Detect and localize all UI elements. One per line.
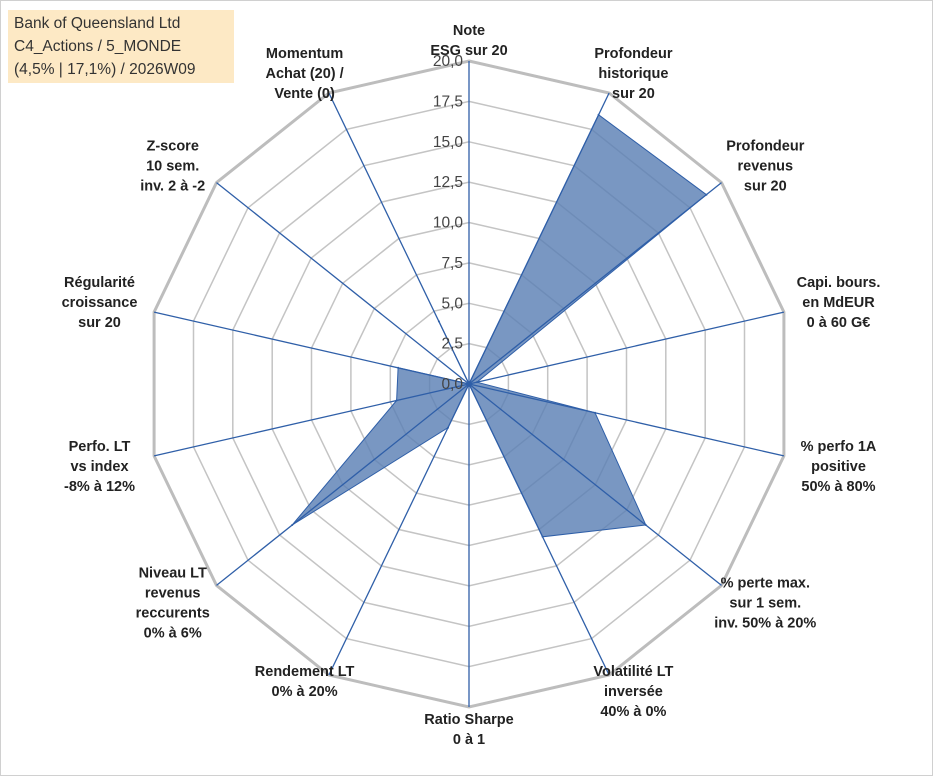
tick-label-5: 12,5 [433, 174, 463, 191]
title-company: Bank of Queensland Ltd [14, 15, 181, 32]
axis-spoke-12 [216, 182, 470, 385]
axis-spoke-9 [216, 383, 470, 586]
axis-label-2: Profondeur revenus sur 20 [726, 138, 804, 194]
tick-label-7: 17,5 [433, 93, 463, 110]
axis-spoke-13 [328, 92, 470, 385]
axis-label-13: Momentum Achat (20) / Vente (0) [266, 46, 344, 102]
axis-spoke-4 [468, 383, 785, 457]
axis-label-8: Rendement LT 0% à 20% [255, 664, 355, 700]
axis-spoke-3 [468, 311, 785, 385]
title-category: C4_Actions / 5_MONDE [14, 38, 182, 55]
tick-label-2: 5,0 [441, 295, 463, 312]
axis-label-4: % perfo 1A positive 50% à 80% [801, 439, 877, 495]
title-stats: (4,5% | 17,1%) / 2026W09 [14, 61, 196, 78]
axis-spoke-5 [468, 383, 722, 586]
axis-spoke-8 [328, 383, 470, 676]
axis-label-6: Volatilité LT inversée 40% à 0% [593, 664, 673, 720]
tick-label-3: 7,5 [441, 255, 463, 272]
tick-label-4: 10,0 [433, 215, 464, 232]
axis-label-3: Capi. bours. en MdEUR 0 à 60 G€ [797, 275, 881, 331]
axis-spoke-10 [153, 383, 470, 457]
axis-spoke-1 [468, 92, 610, 385]
radar-series [291, 113, 708, 538]
tick-label-1: 2,5 [441, 336, 463, 353]
axis-label-12: Z-score 10 sem. inv. 2 à -2 [140, 138, 205, 194]
axis-spoke-2 [468, 182, 722, 385]
axis-label-0: Note ESG sur 20 [430, 23, 507, 59]
chart-title-box: Bank of Queensland Ltd C4_Actions / 5_MO… [8, 10, 234, 83]
axis-spoke-6 [468, 383, 610, 676]
axis-label-1: Profondeur historique sur 20 [594, 46, 672, 102]
radar-axes [153, 61, 785, 707]
axis-spoke-11 [153, 311, 470, 385]
axis-label-7: Ratio Sharpe 0 à 1 [424, 712, 513, 748]
axis-label-9: Niveau LT revenus reccurents 0% à 6% [136, 566, 210, 642]
tick-label-8: 20,0 [433, 53, 464, 70]
radar-ticks: 0,0 2,5 5,0 7,5 10,0 12,5 15,0 17,5 20,0 [433, 53, 464, 393]
axis-label-11: Régularité croissance sur 20 [62, 275, 138, 331]
radar-axis-labels: Note ESG sur 20 Profondeur historique sur 20… [62, 23, 881, 748]
tick-label-0: 0,0 [441, 376, 463, 393]
tick-label-6: 15,0 [433, 134, 464, 151]
axis-label-5: % perte max. sur 1 sem. inv. 50% à 20% [714, 576, 816, 632]
axis-label-10: Perfo. LT vs index -8% à 12% [64, 439, 135, 495]
